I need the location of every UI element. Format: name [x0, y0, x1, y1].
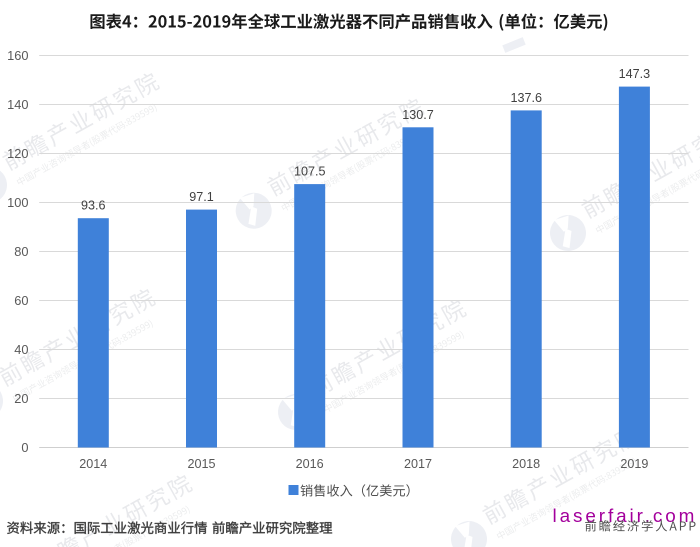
svg-text:93.6: 93.6 — [81, 199, 106, 213]
svg-text:2019: 2019 — [620, 457, 648, 471]
svg-text:137.6: 137.6 — [510, 91, 542, 105]
svg-text:2014: 2014 — [79, 457, 107, 471]
svg-text:140: 140 — [7, 97, 28, 112]
svg-text:2017: 2017 — [404, 457, 432, 471]
svg-text:97.1: 97.1 — [189, 190, 214, 204]
svg-text:130.7: 130.7 — [402, 108, 434, 122]
svg-text:2015: 2015 — [187, 457, 215, 471]
svg-text:0: 0 — [21, 440, 28, 455]
svg-text:laserfair.com: laserfair.com — [553, 506, 698, 527]
svg-text:160: 160 — [7, 48, 28, 63]
svg-text:40: 40 — [14, 342, 28, 357]
svg-text:107.5: 107.5 — [294, 165, 326, 179]
svg-text:80: 80 — [14, 244, 28, 259]
svg-text:2016: 2016 — [296, 457, 324, 471]
svg-text:60: 60 — [14, 293, 28, 308]
svg-text:120: 120 — [7, 146, 28, 161]
svg-text:147.3: 147.3 — [619, 67, 651, 81]
svg-text:100: 100 — [7, 195, 28, 210]
svg-text:20: 20 — [14, 391, 28, 406]
svg-text:2018: 2018 — [512, 457, 540, 471]
